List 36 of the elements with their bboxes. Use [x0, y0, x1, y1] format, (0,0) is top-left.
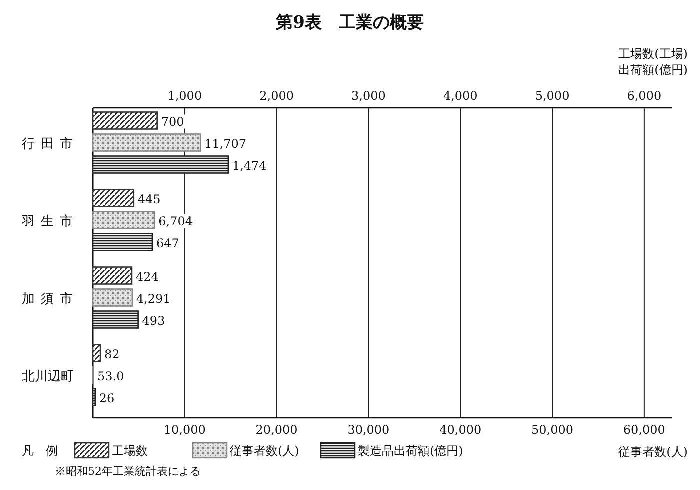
data-label: 26: [99, 391, 115, 406]
x2-tick-label: 6,000: [627, 89, 662, 103]
data-label: 1,474: [232, 158, 268, 173]
data-label: 700: [161, 114, 184, 129]
legend-label: 工場数: [112, 444, 148, 458]
data-label: 11,707: [204, 136, 247, 151]
chart-title: 第9表 工業の概要: [275, 13, 424, 33]
x2-tick-label: 3,000: [352, 89, 386, 103]
data-label: 647: [156, 236, 180, 250]
y-tick-label: 北川辺町: [22, 369, 74, 384]
x-tick-label: 40,000: [440, 423, 482, 437]
x-tick-label: 30,000: [348, 423, 390, 437]
x-tick-label: 60,000: [623, 423, 666, 437]
x2-tick-label: 2,000: [260, 89, 294, 103]
data-label: 82: [104, 347, 120, 362]
x2-tick-label: 5,000: [535, 89, 570, 103]
data-label: 6,704: [158, 214, 194, 228]
y-tick-label: 羽生市: [21, 214, 79, 230]
data-label: 424: [136, 270, 160, 284]
data-label: 493: [142, 314, 166, 328]
y-tick-label: 行田市: [22, 136, 79, 152]
x-tick-label: 50,000: [532, 423, 574, 437]
x2-tick-label: 1,000: [168, 89, 202, 103]
legend-label: 製造品出荷額(億円): [358, 444, 464, 458]
y-tick-label: 加須市: [22, 292, 79, 307]
x2-tick-label: 4,000: [443, 89, 478, 103]
data-label: 445: [138, 192, 161, 206]
data-label: 53.0: [97, 369, 124, 384]
x-tick-label: 10,000: [164, 423, 206, 437]
x2-axis-title: 工場数(工場) 出荷額(億円): [618, 47, 688, 77]
data-label: 4,291: [136, 292, 171, 306]
x-tick-label: 20,000: [256, 423, 298, 437]
text: ※昭和52年工業統計表による: [55, 465, 201, 478]
legend-title: 凡 例: [22, 444, 58, 458]
legend-label: 従事者数(人): [230, 444, 300, 458]
x-axis-title: 従事者数(人): [618, 445, 688, 459]
